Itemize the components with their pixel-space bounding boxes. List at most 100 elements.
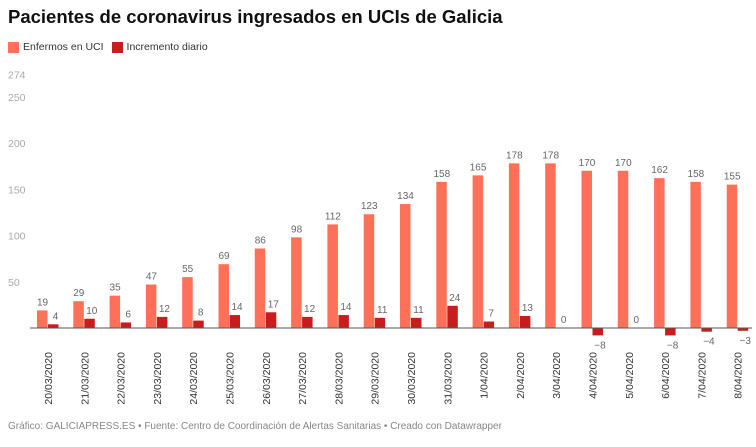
bar-enfermos [400, 204, 411, 328]
data-label: 165 [470, 162, 487, 173]
x-tick-label: 5/04/2020 [624, 352, 636, 399]
bar-incremento [156, 316, 168, 328]
bar-incremento [592, 328, 603, 336]
data-label: 170 [615, 158, 632, 169]
bar-incremento [120, 322, 132, 328]
data-label: 158 [433, 169, 450, 180]
chart-title: Pacientes de coronavirus ingresados en U… [8, 6, 503, 27]
data-label: 134 [397, 191, 414, 202]
bar-enfermos [363, 214, 375, 328]
x-tick-label: 4/04/2020 [588, 352, 600, 399]
data-label: 98 [291, 224, 303, 235]
data-label: 6 [125, 309, 131, 320]
bar-incremento [665, 328, 676, 336]
bar-incremento [737, 328, 749, 331]
data-label: 55 [182, 264, 194, 275]
data-label: 14 [340, 302, 352, 313]
data-label: 14 [231, 302, 243, 313]
bar-enfermos [37, 310, 48, 328]
bar-incremento [483, 321, 495, 328]
x-tick-label: 8/04/2020 [733, 352, 745, 399]
bar-incremento [48, 324, 59, 328]
bar-incremento [338, 315, 349, 328]
data-label: 155 [724, 172, 741, 183]
x-tick-label: 27/03/2020 [297, 352, 309, 405]
data-label: 0 [634, 315, 640, 326]
x-tick-label: 22/03/2020 [116, 352, 128, 405]
bar-incremento [374, 317, 386, 328]
y-tick-label: 150 [8, 184, 26, 196]
data-label: 17 [268, 299, 280, 310]
bar-enfermos [617, 170, 629, 328]
data-label: 24 [449, 293, 461, 304]
bar-enfermos [73, 301, 84, 328]
x-tick-label: 25/03/2020 [225, 352, 237, 405]
x-tick-label: 1/04/2020 [479, 352, 491, 399]
x-tick-label: 3/04/2020 [551, 352, 563, 399]
bar-incremento [193, 320, 204, 328]
legend-item-enfermos: Enfermos en UCI [8, 41, 104, 53]
data-label: 4 [53, 311, 59, 322]
data-label: −8 [594, 340, 606, 351]
bar-incremento [265, 312, 277, 328]
data-label: 7 [488, 309, 494, 320]
x-tick-label: 28/03/2020 [333, 352, 345, 405]
bar-incremento [519, 315, 531, 328]
bar-enfermos [291, 237, 302, 328]
bar-enfermos [654, 178, 665, 328]
x-tick-label: 20/03/2020 [43, 352, 55, 405]
data-label: 162 [651, 165, 668, 176]
data-label: 158 [688, 169, 705, 180]
legend-item-incremento: Incremento diario [111, 41, 208, 53]
data-label: 69 [218, 251, 230, 262]
x-tick-label: 21/03/2020 [79, 352, 91, 405]
bar-enfermos [145, 284, 157, 328]
data-label: −4 [703, 337, 715, 348]
bar-enfermos [254, 248, 266, 328]
bar-incremento [411, 317, 422, 328]
bar-enfermos [472, 175, 484, 328]
data-label: −3 [739, 336, 751, 347]
data-label: 170 [579, 158, 596, 169]
bar-incremento [302, 316, 313, 328]
data-label: 10 [86, 306, 98, 317]
bar-incremento [701, 328, 712, 332]
data-label: 112 [325, 211, 341, 222]
bar-incremento [84, 318, 95, 328]
x-tick-label: 23/03/2020 [152, 352, 164, 405]
data-label: 178 [506, 150, 523, 161]
x-tick-label: 24/03/2020 [188, 352, 200, 405]
bar-incremento [229, 315, 240, 328]
y-tick-label: 274 [8, 70, 26, 82]
bar-enfermos [218, 264, 229, 328]
x-tick-label: 31/03/2020 [442, 352, 454, 405]
data-label: 11 [377, 305, 388, 316]
x-tick-label: 26/03/2020 [261, 352, 273, 405]
bar-enfermos [109, 295, 121, 328]
legend-label: Enfermos en UCI [23, 41, 104, 53]
data-label: 19 [37, 297, 49, 308]
legend-swatch [8, 41, 19, 53]
x-tick-label: 2/04/2020 [515, 352, 527, 399]
data-label: 12 [304, 304, 316, 315]
bar-enfermos [545, 163, 556, 328]
data-label: −8 [667, 340, 679, 351]
x-tick-label: 7/04/2020 [696, 352, 708, 399]
chart-footer: Gráfico: GALICIAPRESS.ES • Fuente: Centr… [8, 421, 502, 432]
data-label: 123 [361, 201, 378, 212]
bar-enfermos [436, 181, 447, 328]
legend: Enfermos en UCI Incremento diario [8, 41, 216, 53]
x-tick-label: 29/03/2020 [370, 352, 382, 405]
data-label: 29 [73, 288, 85, 299]
bar-incremento [447, 305, 458, 328]
y-tick-label: 50 [8, 277, 20, 289]
y-tick-label: 200 [8, 138, 26, 150]
bar-enfermos [690, 181, 701, 328]
data-label: 47 [146, 272, 158, 283]
x-tick-label: 30/03/2020 [406, 352, 418, 405]
data-label: 12 [159, 304, 171, 315]
bar-enfermos [327, 224, 338, 328]
data-label: 13 [522, 303, 534, 314]
y-tick-label: 250 [8, 92, 26, 104]
